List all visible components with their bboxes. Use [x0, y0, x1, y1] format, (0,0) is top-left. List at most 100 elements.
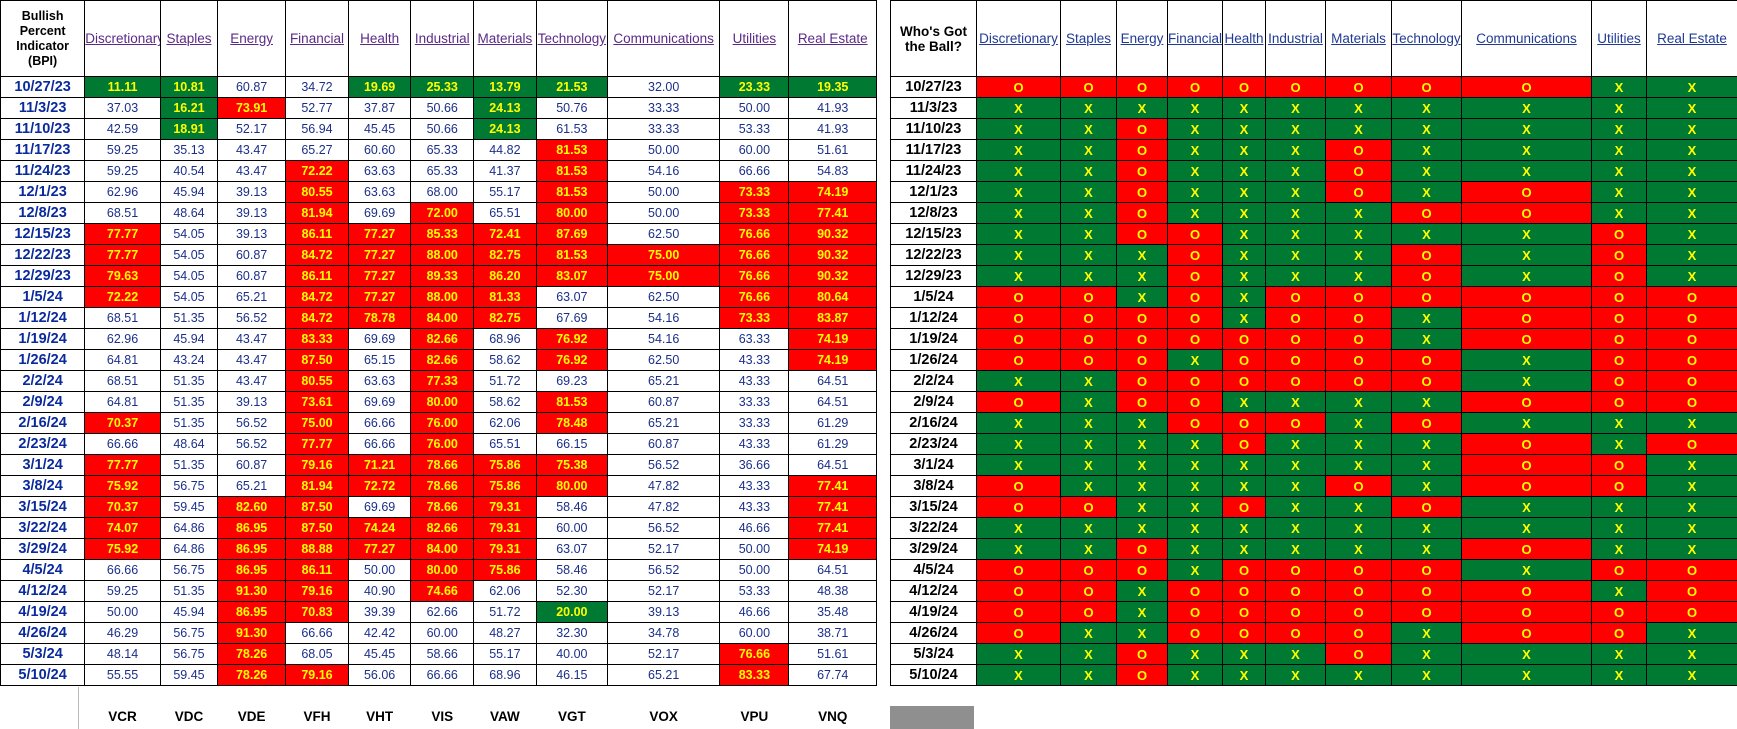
ball-signal-cell: X — [1265, 517, 1326, 539]
ball-signal-cell: O — [1591, 601, 1647, 623]
ball-signal-cell: X — [976, 412, 1061, 434]
bpi-date-cell: 4/5/24 — [0, 559, 86, 581]
ball-sector-link[interactable]: Communications — [1461, 0, 1592, 77]
ball-signal-cell: X — [1222, 139, 1266, 161]
bpi-value-cell: 63.63 — [347, 370, 412, 392]
bpi-sector-link[interactable]: Materials — [473, 0, 537, 77]
ball-signal-cell: X — [1591, 643, 1647, 665]
bpi-value-cell: 88.88 — [285, 538, 349, 560]
ball-signal-cell: O — [1265, 307, 1326, 329]
ball-signal-cell: O — [1167, 622, 1223, 644]
bpi-value-cell: 63.63 — [347, 181, 412, 203]
bpi-date-cell: 5/10/24 — [0, 664, 86, 686]
bpi-value-cell: 50.00 — [606, 202, 721, 224]
ball-signal-cell: X — [1461, 223, 1592, 245]
ball-signal-cell: O — [1222, 328, 1266, 350]
bpi-value-cell: 48.27 — [473, 622, 537, 644]
bpi-value-cell: 77.77 — [84, 223, 161, 245]
bpi-sector-link[interactable]: Utilities — [719, 0, 790, 77]
bpi-date-cell: 2/9/24 — [0, 391, 86, 413]
bpi-value-cell: 39.13 — [217, 181, 287, 203]
ball-signal-cell: X — [1646, 412, 1737, 434]
bpi-value-cell: 45.94 — [159, 601, 219, 623]
ball-signal-cell: X — [1391, 433, 1462, 455]
bpi-date-cell: 11/24/23 — [0, 160, 86, 182]
ball-sector-link[interactable]: Energy — [1116, 0, 1168, 77]
ball-signal-cell: O — [1222, 76, 1266, 98]
bpi-sector-link[interactable]: Energy — [217, 0, 287, 77]
bpi-sector-link[interactable]: Health — [347, 0, 412, 77]
bpi-value-cell: 76.66 — [719, 643, 790, 665]
bpi-value-cell: 81.53 — [535, 139, 608, 161]
ball-signal-cell: X — [1391, 622, 1462, 644]
bpi-value-cell: 33.33 — [606, 97, 721, 119]
ball-signal-cell: O — [1116, 643, 1168, 665]
ball-signal-cell: X — [1116, 622, 1168, 644]
bpi-sector-link[interactable]: Technology — [535, 0, 608, 77]
ball-signal-cell: X — [1591, 181, 1647, 203]
bpi-value-cell: 78.26 — [217, 664, 287, 686]
ball-signal-cell: O — [1591, 622, 1647, 644]
bpi-value-cell: 42.42 — [347, 622, 412, 644]
bpi-value-cell: 88.00 — [410, 244, 475, 266]
ball-signal-cell: X — [1461, 160, 1592, 182]
bpi-value-cell: 60.00 — [719, 139, 790, 161]
bpi-value-cell: 77.27 — [347, 244, 412, 266]
bpi-value-cell: 19.35 — [788, 76, 877, 98]
ball-signal-cell: X — [1591, 202, 1647, 224]
bpi-spacer-cell — [1, 686, 85, 707]
ball-signal-cell: X — [1060, 622, 1117, 644]
ball-sector-link[interactable]: Materials — [1325, 0, 1392, 77]
ball-signal-cell: X — [1646, 160, 1737, 182]
bpi-value-cell: 73.61 — [285, 391, 349, 413]
ball-table: Who's Got the Ball? Discretionary Staples E… — [890, 0, 1737, 686]
ball-signal-cell: X — [1167, 517, 1223, 539]
bpi-value-cell: 62.06 — [473, 412, 537, 434]
ball-table-row: 2/9/24 O X O O X X X X O O O — [890, 391, 1737, 413]
bpi-value-cell: 64.51 — [788, 559, 877, 581]
ball-sector-link[interactable]: Utilities — [1591, 0, 1647, 77]
ball-signal-cell: X — [1060, 97, 1117, 119]
bpi-sector-link[interactable]: Financial — [285, 0, 349, 77]
ball-signal-cell: O — [976, 349, 1061, 371]
bpi-sector-link[interactable]: Industrial — [410, 0, 475, 77]
bpi-date-cell: 11/10/23 — [0, 118, 86, 140]
bpi-value-cell: 67.74 — [788, 664, 877, 686]
bpi-sector-link[interactable]: Communications — [606, 0, 721, 77]
bpi-value-cell: 68.51 — [84, 307, 161, 329]
ball-table-row: 4/12/24 O O X O O O O O O X O — [890, 580, 1737, 602]
bpi-sector-link[interactable]: Staples — [159, 0, 219, 77]
ball-table-row: 12/29/23 X X X O X X X O X O X — [890, 265, 1737, 287]
ball-signal-cell: O — [1265, 349, 1326, 371]
ball-sector-link[interactable]: Staples — [1060, 0, 1117, 77]
ball-sector-link[interactable]: Industrial — [1265, 0, 1326, 77]
ball-signal-cell: X — [976, 517, 1061, 539]
ball-sector-link[interactable]: Technology — [1391, 0, 1462, 77]
ball-table-row: 11/24/23 X X O X X X O X X X X — [890, 160, 1737, 182]
bpi-value-cell: 68.51 — [84, 202, 161, 224]
bpi-sector-link[interactable]: Discretionary — [84, 0, 161, 77]
bpi-value-cell: 65.21 — [217, 286, 287, 308]
bpi-value-cell: 50.00 — [606, 181, 721, 203]
ball-signal-cell: O — [1646, 601, 1737, 623]
ball-sector-link[interactable]: Financial — [1167, 0, 1223, 77]
bpi-value-cell: 80.55 — [285, 181, 349, 203]
ball-sector-link[interactable]: Real Estate — [1646, 0, 1737, 77]
ball-signal-cell: X — [1265, 391, 1326, 413]
bpi-value-cell: 62.50 — [606, 223, 721, 245]
bpi-value-cell: 65.15 — [347, 349, 412, 371]
bpi-value-cell: 65.33 — [410, 139, 475, 161]
ball-signal-cell: X — [1591, 580, 1647, 602]
ball-sector-link[interactable]: Health — [1222, 0, 1266, 77]
bpi-value-cell: 33.33 — [606, 118, 721, 140]
bpi-left-gridline — [78, 687, 79, 729]
ball-table-row: 10/27/23 O O O O O O O O O X X — [890, 76, 1737, 98]
bpi-sector-link[interactable]: Real Estate — [788, 0, 877, 77]
bpi-value-cell: 73.33 — [719, 307, 790, 329]
bpi-value-cell: 54.05 — [159, 265, 219, 287]
bpi-value-cell: 79.63 — [84, 265, 161, 287]
ball-sector-link[interactable]: Discretionary — [976, 0, 1061, 77]
ball-signal-cell: X — [1391, 97, 1462, 119]
ball-signal-cell: X — [1060, 412, 1117, 434]
bpi-value-cell: 63.07 — [535, 286, 608, 308]
